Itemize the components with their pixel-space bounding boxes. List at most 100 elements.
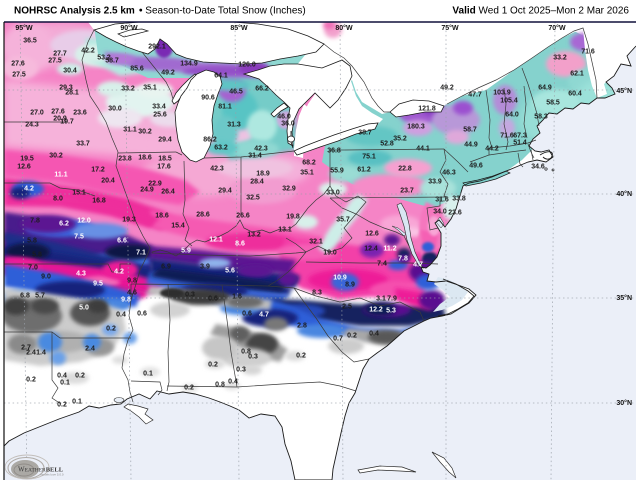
svg-text:22.9: 22.9 bbox=[148, 181, 162, 188]
svg-text:35.2: 35.2 bbox=[393, 136, 407, 143]
svg-text:7.1: 7.1 bbox=[136, 250, 146, 257]
svg-text:15.4: 15.4 bbox=[171, 223, 185, 230]
svg-text:30.0: 30.0 bbox=[108, 106, 122, 113]
svg-text:70°W: 70°W bbox=[548, 24, 566, 32]
svg-text:0.1: 0.1 bbox=[72, 399, 82, 406]
svg-text:47.7: 47.7 bbox=[468, 92, 482, 99]
svg-text:51.4: 51.4 bbox=[513, 140, 527, 147]
svg-text:5.8: 5.8 bbox=[32, 252, 42, 259]
svg-text:0.6: 0.6 bbox=[208, 296, 218, 303]
svg-text:62.1: 62.1 bbox=[570, 71, 584, 78]
svg-text:0.2: 0.2 bbox=[106, 326, 116, 333]
svg-text:0.3: 0.3 bbox=[248, 354, 258, 361]
svg-text:11.2: 11.2 bbox=[383, 246, 396, 253]
svg-text:58.3: 58.3 bbox=[534, 114, 548, 121]
svg-text:5.6: 5.6 bbox=[225, 268, 235, 275]
svg-text:26.6: 26.6 bbox=[236, 213, 250, 220]
svg-text:75°W: 75°W bbox=[441, 24, 459, 32]
svg-text:23.6: 23.6 bbox=[448, 210, 462, 217]
svg-text:0.3: 0.3 bbox=[185, 292, 195, 299]
svg-text:71.6: 71.6 bbox=[500, 133, 514, 140]
svg-text:2.4: 2.4 bbox=[26, 350, 36, 357]
svg-text:90.6: 90.6 bbox=[201, 95, 215, 102]
svg-text:36.8: 36.8 bbox=[327, 148, 341, 155]
svg-text:44.1: 44.1 bbox=[416, 146, 430, 153]
svg-text:4.2: 4.2 bbox=[114, 269, 124, 276]
svg-text:33.4: 33.4 bbox=[152, 104, 166, 111]
svg-text:27.6: 27.6 bbox=[11, 61, 25, 68]
svg-text:15.1: 15.1 bbox=[72, 190, 86, 197]
svg-text:67.3: 67.3 bbox=[513, 133, 527, 140]
svg-text:33.2: 33.2 bbox=[553, 55, 567, 62]
svg-text:27.7: 27.7 bbox=[53, 51, 67, 58]
svg-text:3.9: 3.9 bbox=[200, 264, 210, 271]
svg-text:58.7: 58.7 bbox=[463, 127, 477, 134]
svg-text:0.7: 0.7 bbox=[333, 336, 343, 343]
svg-text:9.8: 9.8 bbox=[127, 278, 137, 285]
svg-text:17.6: 17.6 bbox=[157, 164, 171, 171]
svg-text:11.1: 11.1 bbox=[54, 172, 67, 179]
svg-text:32.5: 32.5 bbox=[246, 195, 260, 202]
svg-text:2.5: 2.5 bbox=[342, 304, 352, 311]
svg-text:2.7: 2.7 bbox=[21, 345, 31, 352]
svg-text:49.2: 49.2 bbox=[161, 70, 175, 77]
svg-text:36.0: 36.0 bbox=[281, 121, 295, 128]
svg-text:45°N: 45°N bbox=[616, 87, 632, 95]
svg-text:6.2: 6.2 bbox=[59, 221, 69, 228]
svg-text:49.6: 49.6 bbox=[469, 163, 483, 170]
svg-text:9.5: 9.5 bbox=[93, 281, 103, 288]
svg-text:64.9: 64.9 bbox=[538, 85, 552, 92]
svg-text:46.0: 46.0 bbox=[277, 114, 291, 121]
svg-text:29.4: 29.4 bbox=[158, 137, 172, 144]
svg-text:126.0: 126.0 bbox=[238, 62, 256, 69]
svg-text:12.1: 12.1 bbox=[209, 237, 223, 244]
svg-text:42.2: 42.2 bbox=[81, 48, 95, 55]
svg-text:7.5: 7.5 bbox=[74, 234, 84, 241]
svg-text:30.4: 30.4 bbox=[63, 68, 77, 75]
svg-text:2.4: 2.4 bbox=[85, 346, 95, 353]
svg-text:8.3: 8.3 bbox=[312, 290, 322, 297]
svg-text:35.1: 35.1 bbox=[143, 85, 157, 92]
svg-text:0.2: 0.2 bbox=[296, 353, 306, 360]
svg-text:35°N: 35°N bbox=[616, 294, 632, 302]
svg-text:10.9: 10.9 bbox=[333, 275, 347, 282]
svg-text:13.1: 13.1 bbox=[278, 227, 292, 234]
svg-text:19.7: 19.7 bbox=[60, 119, 74, 126]
svg-text:0.8: 0.8 bbox=[215, 382, 225, 389]
svg-text:95°W: 95°W bbox=[15, 24, 33, 32]
svg-text:60.4: 60.4 bbox=[568, 91, 582, 98]
svg-text:0.2: 0.2 bbox=[208, 362, 218, 369]
svg-text:16.8: 16.8 bbox=[92, 198, 106, 205]
svg-text:12.4: 12.4 bbox=[364, 246, 378, 253]
svg-text:134.9: 134.9 bbox=[180, 61, 198, 68]
svg-text:2.8: 2.8 bbox=[297, 323, 307, 330]
svg-text:18.5: 18.5 bbox=[158, 156, 172, 163]
svg-text:6.9: 6.9 bbox=[161, 264, 171, 271]
svg-text:31.1: 31.1 bbox=[123, 127, 137, 134]
svg-text:13.2: 13.2 bbox=[247, 232, 261, 239]
svg-text:18.9: 18.9 bbox=[256, 171, 270, 178]
svg-text:40°N: 40°N bbox=[616, 190, 632, 198]
svg-text:0.3: 0.3 bbox=[236, 367, 246, 374]
svg-text:18.6: 18.6 bbox=[138, 155, 152, 162]
svg-text:0.6: 0.6 bbox=[242, 311, 252, 318]
svg-text:33.0: 33.0 bbox=[326, 190, 340, 197]
svg-text:18.6: 18.6 bbox=[155, 213, 169, 220]
svg-text:32.9: 32.9 bbox=[282, 186, 296, 193]
svg-text:19.8: 19.8 bbox=[286, 214, 300, 221]
svg-text:22.8: 22.8 bbox=[398, 166, 412, 173]
svg-text:52.8: 52.8 bbox=[380, 141, 394, 148]
svg-text:46.5: 46.5 bbox=[229, 89, 243, 96]
svg-text:28.4: 28.4 bbox=[250, 179, 264, 186]
svg-text:5.8: 5.8 bbox=[27, 238, 37, 245]
svg-text:42.3: 42.3 bbox=[254, 146, 268, 153]
svg-text:23.6: 23.6 bbox=[73, 110, 87, 117]
svg-text:0.8: 0.8 bbox=[241, 349, 251, 356]
svg-text:12.0: 12.0 bbox=[77, 218, 91, 225]
svg-text:34.6: 34.6 bbox=[531, 164, 545, 171]
svg-text:8.9: 8.9 bbox=[345, 282, 355, 289]
svg-text:0.2: 0.2 bbox=[347, 333, 357, 340]
svg-text:9.0: 9.0 bbox=[41, 274, 51, 281]
svg-text:58.5: 58.5 bbox=[546, 100, 560, 107]
svg-text:6.8: 6.8 bbox=[20, 293, 30, 300]
